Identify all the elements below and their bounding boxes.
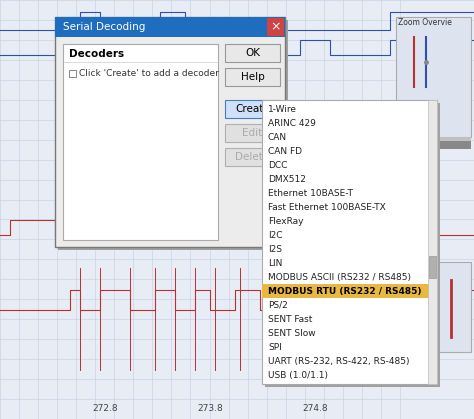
Text: 272.8: 272.8 (92, 403, 118, 412)
Bar (69, 70, 76, 77)
Text: CAN: CAN (268, 132, 287, 142)
Text: UART (RS-232, RS-422, RS-485): UART (RS-232, RS-422, RS-485) (268, 357, 410, 365)
Text: I2S: I2S (268, 245, 282, 253)
Text: Create: Create (235, 104, 270, 114)
Bar (225, 44, 280, 62)
Text: ARINC 429: ARINC 429 (268, 119, 316, 127)
Text: 274.8: 274.8 (302, 403, 328, 412)
Bar (55, 17, 285, 247)
Text: Decoders: Decoders (69, 49, 124, 59)
Text: SENT Slow: SENT Slow (268, 328, 316, 337)
Text: Click 'Create' to add a decoder: Click 'Create' to add a decoder (79, 70, 219, 78)
Text: OK: OK (245, 48, 260, 58)
Text: Edit: Edit (242, 128, 263, 138)
Bar (58, 20, 288, 250)
Bar (429, 256, 436, 278)
Bar (63, 44, 218, 240)
Text: LIN: LIN (268, 259, 283, 267)
Bar (265, 103, 440, 387)
Text: Zoom Overvie: Zoom Overvie (398, 18, 452, 27)
Bar (225, 124, 280, 142)
Text: 273.8: 273.8 (197, 403, 223, 412)
Bar (55, 17, 285, 37)
Bar (396, 137, 471, 141)
Bar (225, 148, 280, 166)
Text: Delete: Delete (236, 152, 270, 162)
Text: ×: × (271, 21, 281, 34)
Bar (262, 100, 437, 384)
Bar (225, 100, 280, 118)
Text: DCC: DCC (268, 160, 287, 170)
Bar (267, 18, 284, 36)
Text: PS/2: PS/2 (268, 300, 288, 310)
Bar (396, 17, 471, 137)
Text: Help: Help (241, 72, 264, 82)
Text: MODBUS ASCII (RS232 / RS485): MODBUS ASCII (RS232 / RS485) (268, 272, 411, 282)
Text: MODBUS RTU (RS232 / RS485): MODBUS RTU (RS232 / RS485) (268, 287, 421, 295)
Bar (428, 100, 437, 384)
Text: CAN FD: CAN FD (268, 147, 302, 155)
Text: Ethernet 10BASE-T: Ethernet 10BASE-T (268, 189, 353, 197)
Text: USB (1.0/1.1): USB (1.0/1.1) (268, 370, 328, 380)
Text: n Overvie: n Overvie (398, 263, 435, 272)
Bar (396, 262, 471, 352)
Text: SPI: SPI (268, 342, 282, 352)
Text: Serial Decoding: Serial Decoding (63, 22, 146, 32)
Bar (396, 141, 471, 149)
Text: DMX512: DMX512 (268, 174, 306, 184)
Text: SENT Fast: SENT Fast (268, 315, 312, 323)
Text: Fast Ethernet 100BASE-TX: Fast Ethernet 100BASE-TX (268, 202, 386, 212)
Text: 1-Wire: 1-Wire (268, 104, 297, 114)
Text: FlexRay: FlexRay (268, 217, 303, 225)
Bar (225, 68, 280, 86)
Text: I2C: I2C (268, 230, 283, 240)
Bar (262, 284, 437, 298)
